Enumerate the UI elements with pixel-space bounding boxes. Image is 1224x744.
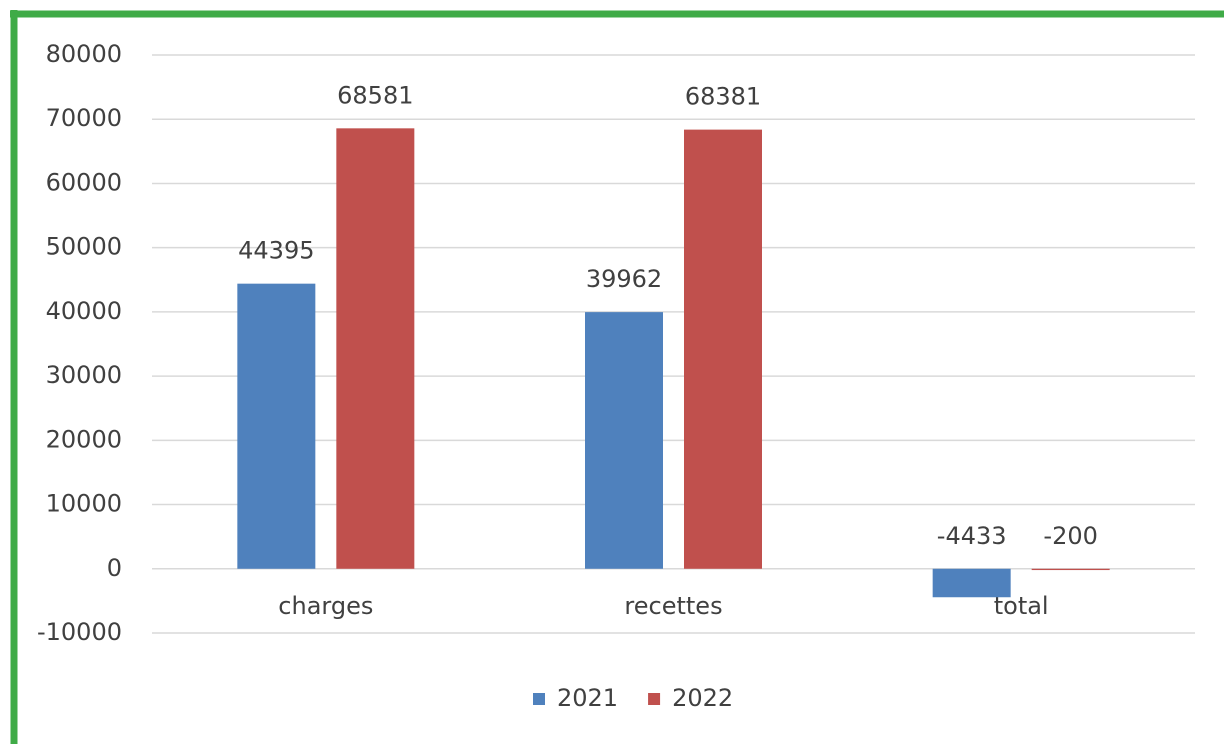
data-label: -200 [1043,522,1097,550]
y-tick-label: 20000 [46,425,122,453]
legend-swatch [648,693,661,705]
bar [585,312,663,569]
y-tick-label: 10000 [46,490,122,518]
y-tick-label: 40000 [46,297,122,325]
y-tick-label: 50000 [46,233,122,261]
data-label: -4433 [937,522,1007,550]
bar [1031,568,1110,571]
y-tick-label: 60000 [46,168,122,196]
data-label: 39962 [586,265,662,293]
y-tick-label: 30000 [46,361,122,389]
legend-swatch [533,693,545,705]
bar [684,129,762,569]
y-tick-label: 80000 [46,40,122,68]
y-tick-label: 70000 [46,104,122,132]
bar [336,128,415,569]
data-label: 68581 [337,81,413,109]
legend-label: 2022 [672,684,733,712]
data-label: 68381 [685,83,761,111]
y-tick-label: 0 [107,554,122,582]
bar [932,568,1011,598]
x-tick-label: recettes [624,592,722,620]
data-label: 44395 [238,237,314,265]
bar [237,283,316,569]
legend-label: 2021 [557,684,618,712]
y-tick-label: -10000 [37,618,122,646]
x-tick-label: charges [278,592,373,620]
